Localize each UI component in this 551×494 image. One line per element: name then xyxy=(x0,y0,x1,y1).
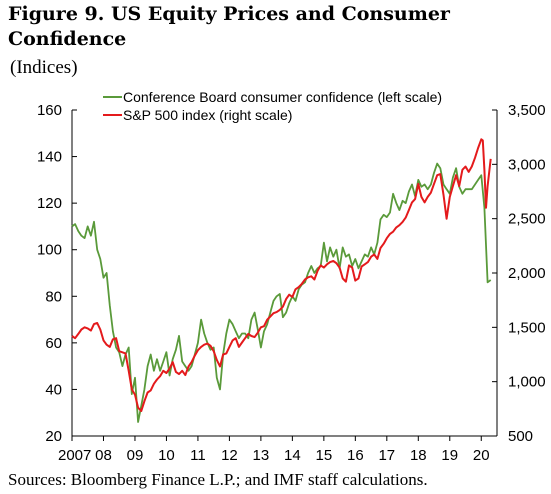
y-right-tick-label: 3,500 xyxy=(508,102,546,119)
y-left-tick-label: 120 xyxy=(37,195,62,212)
x-tick-label: 20 xyxy=(473,447,490,464)
series-line-consumer-confidence xyxy=(71,162,492,423)
x-tick-label: 08 xyxy=(95,447,112,464)
x-tick-label: 17 xyxy=(378,447,395,464)
x-tick-label: 11 xyxy=(190,447,206,464)
y-left-tick-label: 20 xyxy=(45,428,62,445)
chart-axes: 20 40 60 80 100 120 140 160 500 1,000 1,500 2,000 2,… xyxy=(37,102,546,464)
x-tick-label: 09 xyxy=(127,447,144,464)
chart-subtitle: (Indices) xyxy=(10,57,78,78)
x-tick-label: 12 xyxy=(221,447,238,464)
y-right-tick-label: 2,500 xyxy=(508,211,546,228)
x-tick-label: 2007 xyxy=(58,447,91,464)
series-line-sp500 xyxy=(71,138,492,412)
y-right-tick-label: 2,000 xyxy=(508,265,546,282)
y-left-tick-label: 100 xyxy=(37,242,62,259)
x-tick-label: 18 xyxy=(410,447,427,464)
chart-source-note: Sources: Bloomberg Finance L.P.; and IMF… xyxy=(8,470,428,489)
x-tick-label: 10 xyxy=(158,447,175,464)
x-tick-label: 15 xyxy=(316,447,333,464)
y-left-tick-label: 80 xyxy=(45,288,62,305)
x-tick-label: 13 xyxy=(253,447,270,464)
x-tick-label: 16 xyxy=(347,447,364,464)
y-right-tick-label: 1,000 xyxy=(508,374,546,391)
y-left-tick-label: 140 xyxy=(37,149,62,166)
y-left-tick-label: 160 xyxy=(37,102,62,119)
legend-label: S&P 500 index (right scale) xyxy=(123,107,292,123)
y-left-tick-label: 60 xyxy=(45,335,62,352)
y-left-tick-label: 40 xyxy=(45,381,62,398)
x-tick-label: 14 xyxy=(284,447,301,464)
legend-label: Conference Board consumer confidence (le… xyxy=(123,89,442,105)
y-right-tick-label: 500 xyxy=(508,428,533,445)
chart-title: Figure 9. US Equity Prices and Consumer … xyxy=(8,3,450,50)
chart-legend: Conference Board consumer confidence (le… xyxy=(103,89,442,123)
y-right-tick-label: 3,000 xyxy=(508,156,546,173)
y-right-tick-label: 1,500 xyxy=(508,319,546,336)
x-tick-label: 19 xyxy=(441,447,458,464)
chart-series xyxy=(71,138,492,423)
